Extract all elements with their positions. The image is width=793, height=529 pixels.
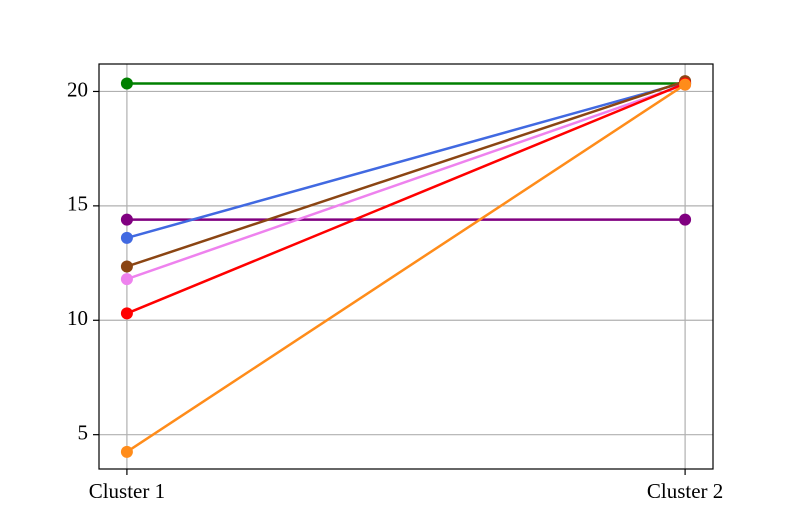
- series-point: [679, 78, 692, 91]
- y-tick-label: 5: [78, 420, 89, 444]
- series-point: [120, 273, 133, 286]
- y-tick-label: 15: [67, 192, 88, 216]
- series-point: [120, 77, 133, 90]
- series-point: [120, 445, 133, 458]
- y-tick-label: 10: [67, 306, 88, 330]
- series-line: [126, 83, 686, 281]
- series-point: [120, 260, 133, 273]
- plot-frame: [98, 63, 714, 470]
- series-point: [120, 231, 133, 244]
- series-point: [679, 213, 692, 226]
- x-tick-label: Cluster 1: [89, 479, 165, 503]
- series-line: [126, 82, 686, 315]
- series-point: [120, 213, 133, 226]
- x-tick-label: Cluster 2: [647, 479, 723, 503]
- series-point: [120, 307, 133, 320]
- series-line: [126, 83, 686, 453]
- y-tick-label: 20: [67, 77, 88, 101]
- series-line: [126, 79, 686, 268]
- series-line: [126, 81, 686, 240]
